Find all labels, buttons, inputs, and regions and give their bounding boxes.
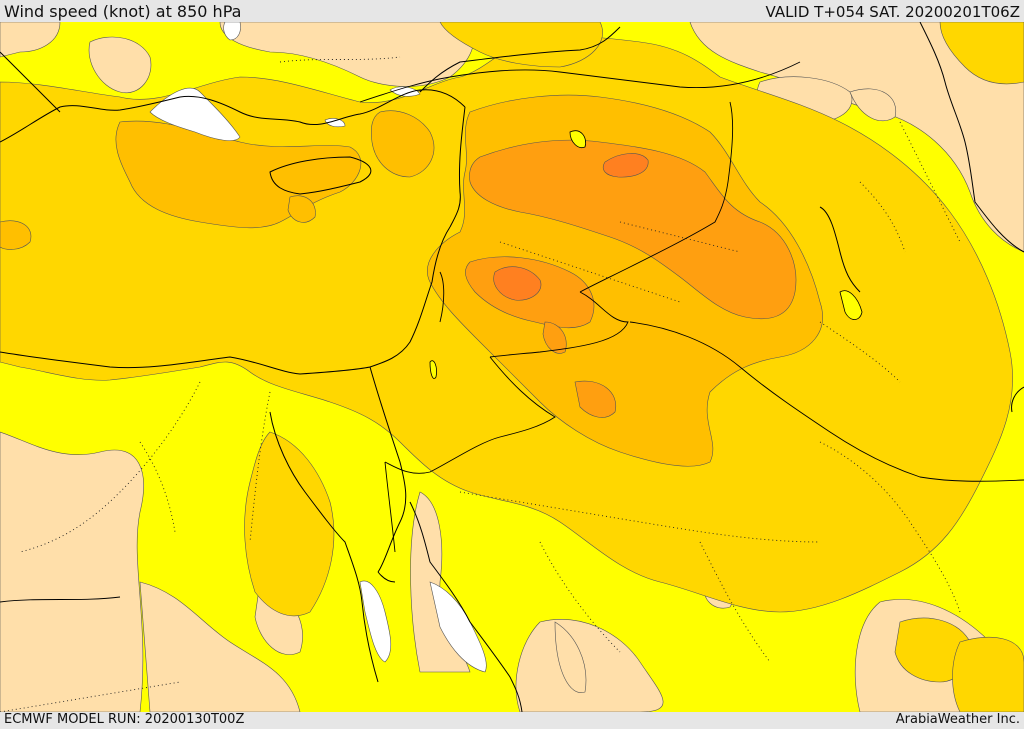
model-run-label: ECMWF MODEL RUN: 20200130T00Z	[4, 712, 245, 727]
inland-waters	[429, 130, 863, 379]
map-title: Wind speed (knot) at 850 hPa	[4, 2, 242, 21]
map-canvas	[0, 22, 1024, 712]
credit-label: ArabiaWeather Inc.	[895, 712, 1020, 727]
internal-boundaries	[0, 56, 961, 712]
borders	[0, 61, 1024, 603]
field-white	[149, 22, 487, 673]
footer-bar: ECMWF MODEL RUN: 20200130T00Z ArabiaWeat…	[0, 712, 1024, 729]
valid-time-label: VALID T+054 SAT. 20200201T06Z	[765, 3, 1020, 21]
header-bar: Wind speed (knot) at 850 hPa VALID T+054…	[0, 0, 1024, 22]
coastlines	[0, 22, 1024, 712]
wind-speed-map[interactable]	[0, 22, 1024, 712]
field-deep-orange	[493, 153, 649, 301]
